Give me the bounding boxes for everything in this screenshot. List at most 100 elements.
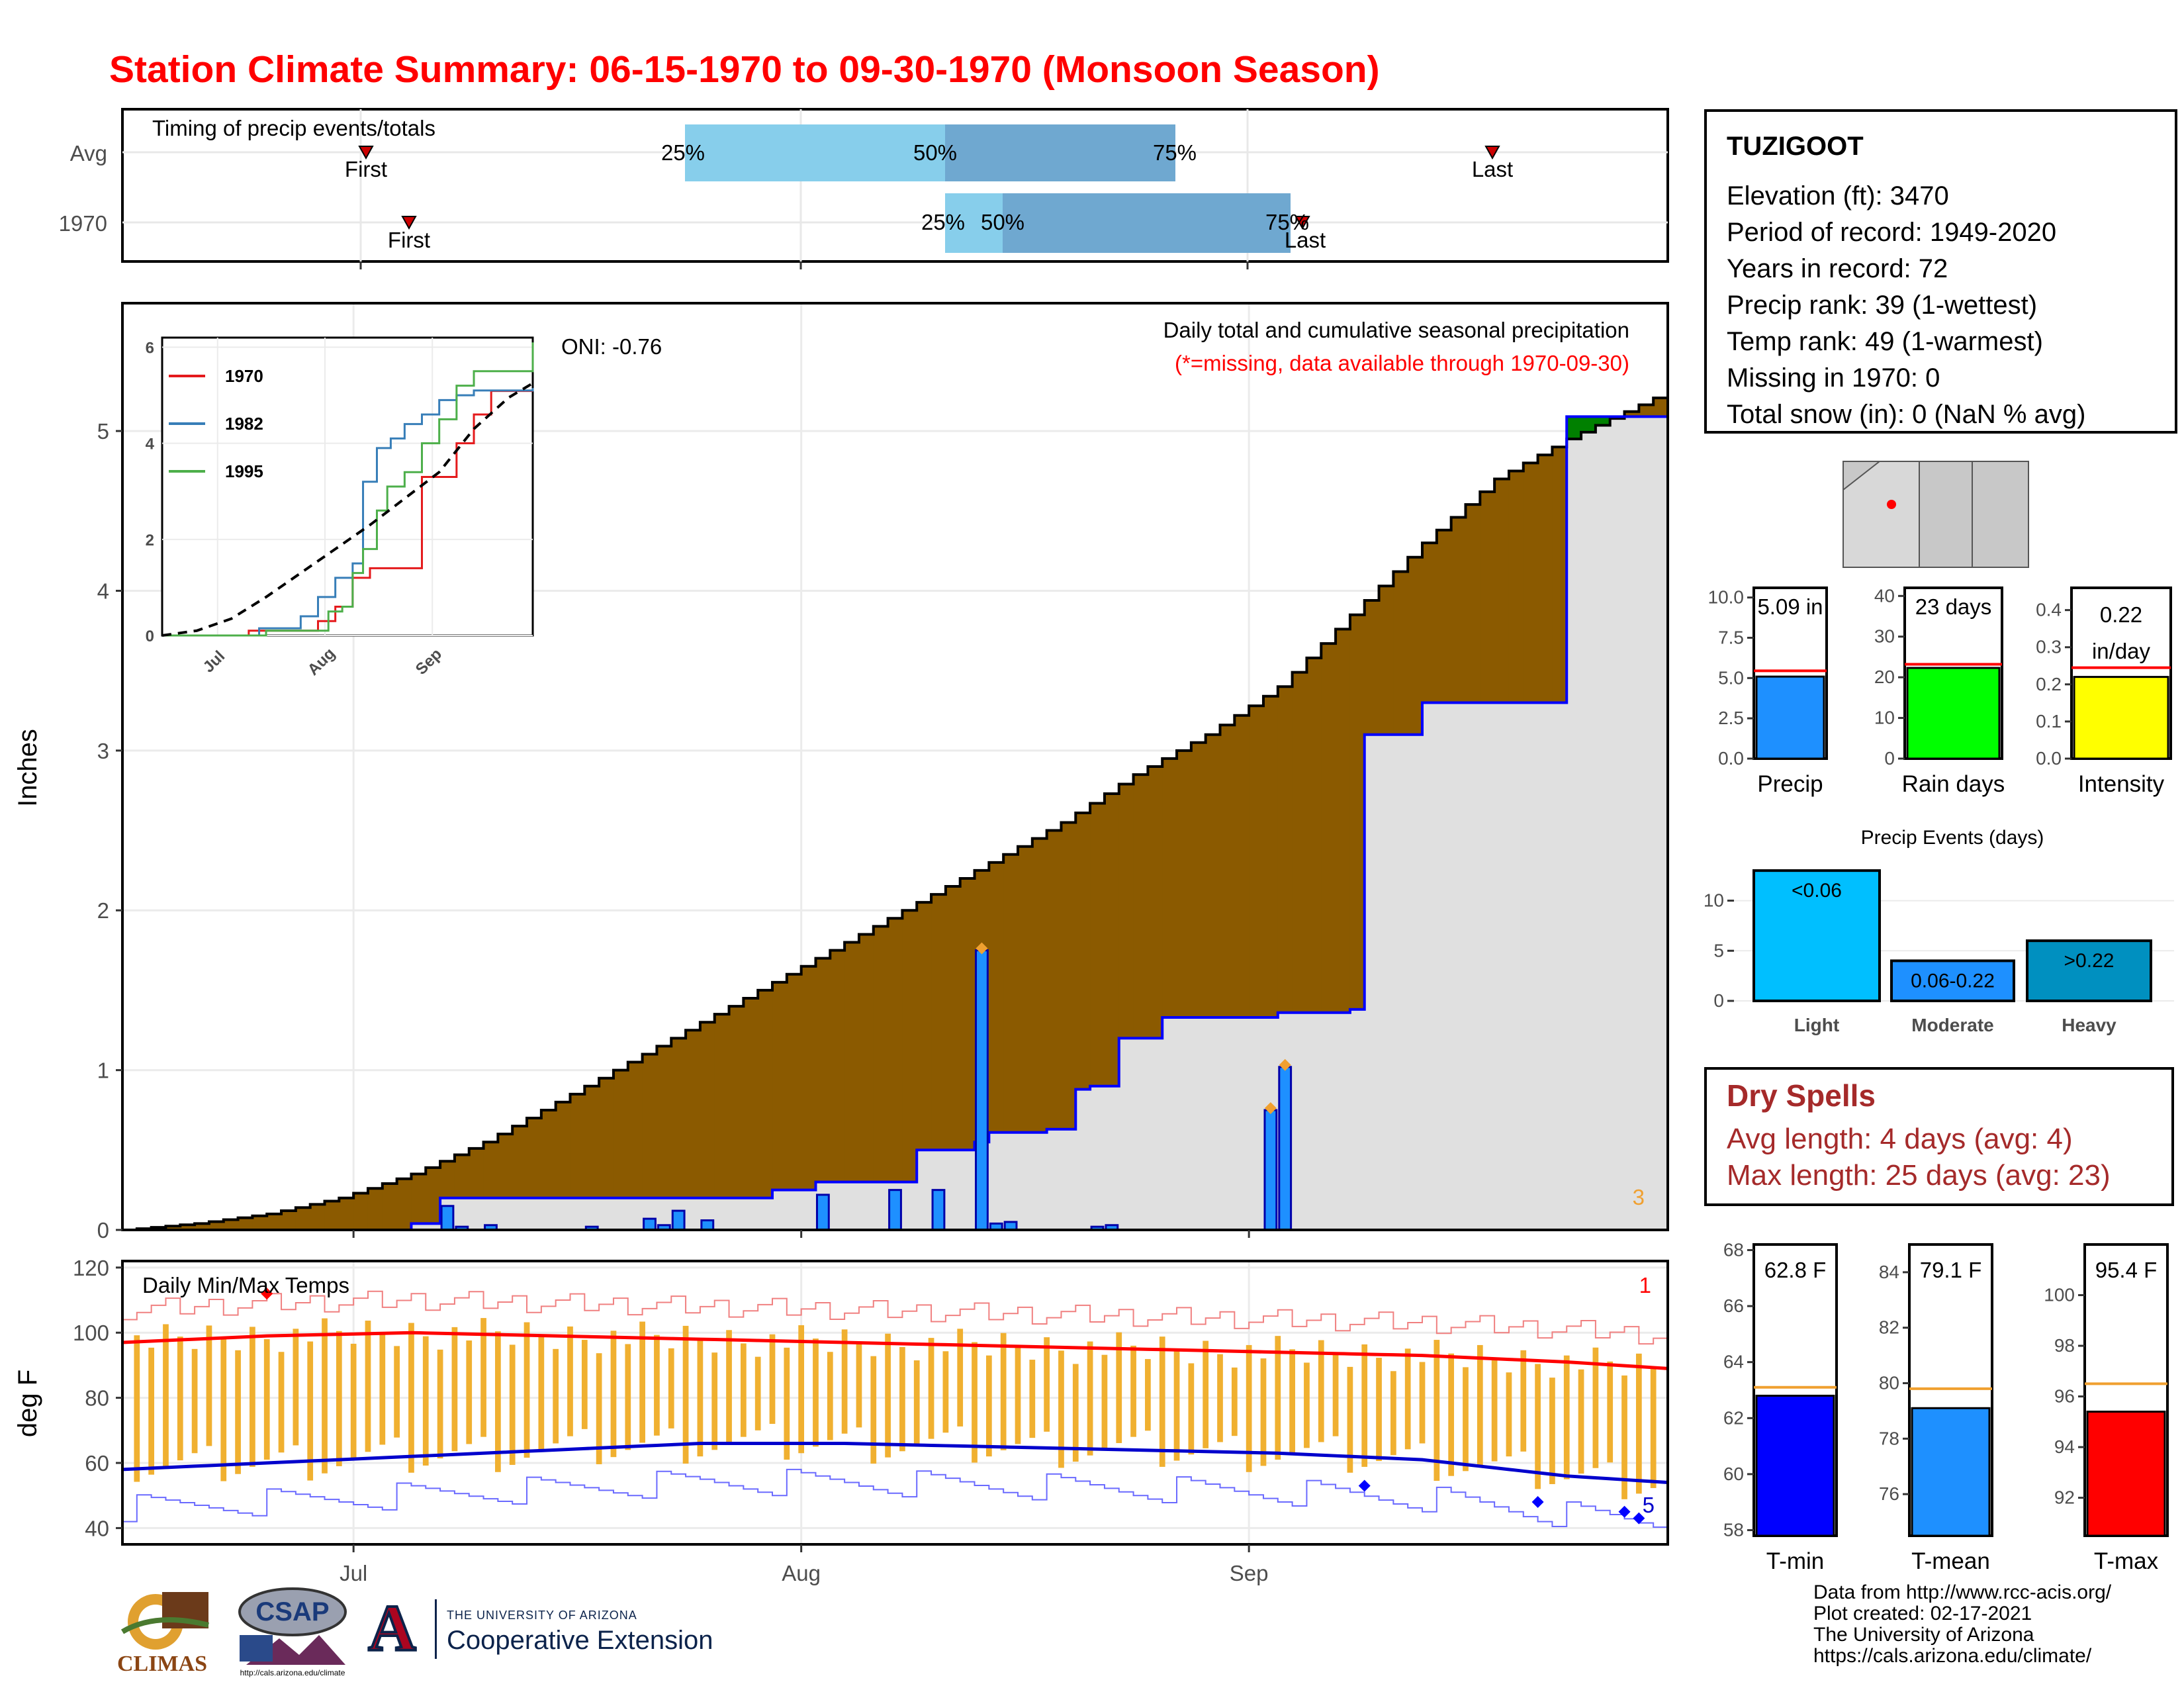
tmean-mini-tick-label: 84 — [1879, 1262, 1899, 1282]
tmax-mini-tick-label: 94 — [2054, 1436, 2075, 1457]
tmax-mini-tick-label: 98 — [2054, 1335, 2075, 1356]
credit-data-source[interactable]: Data from http://www.rcc-acis.org/ — [1813, 1581, 2112, 1603]
main-legend-title: Daily total and cumulative seasonal prec… — [1163, 318, 1629, 342]
climas-logo[interactable]: CLIMAS — [109, 1585, 215, 1678]
ua-divider — [435, 1599, 437, 1659]
events-tick-label: 10 — [1704, 890, 1724, 911]
precip-departure-cell — [1653, 398, 1668, 417]
precip-departure-cell — [1234, 715, 1250, 1017]
tmax-mini-value-bar — [2086, 1411, 2166, 1537]
precip-1970-step-line — [122, 415, 1668, 1231]
precip-departure-cell — [195, 1223, 210, 1230]
daily-temp-bar — [1491, 1358, 1498, 1462]
csap-logo[interactable]: CSAP http://cals.arizona.edu/climate — [233, 1585, 352, 1681]
precip-departure-cell — [1277, 686, 1293, 1013]
temp-xtick-label: Sep — [1230, 1561, 1269, 1585]
inset-series-line — [162, 342, 534, 637]
timing-year-last-marker — [1295, 216, 1310, 230]
temp-corner-top: 1 — [1639, 1273, 1651, 1297]
precip-departure-cell — [931, 894, 946, 1150]
precip-departure-cell — [902, 910, 917, 1182]
tmax-avg-line — [122, 1331, 1668, 1370]
precip-departure-cell — [1306, 657, 1322, 1013]
precip-departure-cell — [1017, 846, 1033, 1133]
event-bar-label: 0.06-0.22 — [1911, 970, 1995, 992]
daily-temp-bar — [1433, 1340, 1440, 1481]
daily-temp-bar — [1318, 1340, 1324, 1442]
timing-avg-q25: 25% — [661, 140, 705, 165]
precip-departure-cell — [570, 1094, 585, 1198]
temp-ylabel: deg F — [13, 1370, 42, 1437]
precip-departure-cell — [801, 966, 816, 1190]
raindays-mini-value-label: 23 days — [1915, 594, 1992, 619]
record-low-marker — [1358, 1479, 1371, 1492]
inset-frame — [161, 336, 534, 637]
daily-precip-bar — [700, 1219, 715, 1231]
temp-corner-bottom: 5 — [1643, 1493, 1655, 1517]
daily-temp-bar — [870, 1356, 877, 1464]
record-high-line — [122, 1290, 1668, 1345]
precip-departure-cell — [1090, 803, 1105, 1086]
daily-temp-bar — [1087, 1341, 1093, 1456]
timing-year-first-marker — [401, 216, 417, 230]
timing-year-q50-75 — [1003, 193, 1291, 253]
event-bar-heavy — [2026, 939, 2152, 1002]
precip-departure-cell — [180, 1225, 195, 1230]
daily-precip-max-marker — [976, 942, 988, 955]
daily-precip-bar — [815, 1194, 830, 1231]
precip-departure-cell — [815, 958, 831, 1182]
event-cat-label: Moderate — [1911, 1015, 1993, 1035]
daily-temp-bar — [553, 1348, 559, 1444]
daily-temp-bar — [263, 1339, 270, 1460]
precip-departure-cell — [657, 1046, 672, 1198]
daily-temp-bar — [682, 1325, 689, 1464]
precip-departure-cell — [252, 1215, 267, 1230]
daily-temp-bar — [1173, 1350, 1180, 1461]
tmin-mini-tick-label: 68 — [1723, 1239, 1744, 1260]
daily-temp-bar — [1463, 1367, 1469, 1472]
ua-a-icon: A — [367, 1591, 417, 1665]
inset-ytick-label: 2 — [146, 532, 154, 549]
precip-departure-cell — [165, 1226, 181, 1230]
main-ytick-label: 2 — [97, 898, 109, 923]
credit-url[interactable]: https://cals.arizona.edu/climate/ — [1813, 1645, 2092, 1667]
daily-temp-bar — [1477, 1344, 1483, 1466]
temp-ytick-label: 100 — [73, 1321, 109, 1345]
inset-series-line — [162, 390, 533, 637]
climas-logo-text: CLIMAS — [116, 1652, 208, 1676]
precip-departure-cell — [1061, 822, 1076, 1129]
precip-departure-cell — [917, 902, 932, 1150]
daily-temp-bar — [1563, 1355, 1570, 1479]
daily-temp-bar — [1000, 1333, 1007, 1450]
daily-precip-max-marker — [1279, 1058, 1291, 1071]
raindays-mini-tick-label: 20 — [1874, 667, 1895, 687]
precip-departure-cell — [1408, 557, 1423, 735]
daily-temp-bar — [1203, 1340, 1209, 1448]
daily-precip-bar — [975, 949, 989, 1231]
daily-temp-bar — [422, 1336, 429, 1466]
raindays-mini-tick-label: 0 — [1884, 748, 1895, 769]
precip-departure-cell — [498, 1134, 513, 1198]
timing-avg-first-marker — [358, 146, 374, 160]
ua-extension-logo[interactable]: A THE UNIVERSITY OF ARIZONA Cooperative … — [361, 1591, 745, 1668]
inset-ytick-label: 0 — [146, 628, 154, 645]
daily-temp-bar — [206, 1325, 212, 1446]
daily-precip-bar — [931, 1189, 946, 1231]
tmean-mini-value-bar — [1911, 1407, 1991, 1537]
daily-temp-bar — [235, 1350, 241, 1474]
precip-mini-tick-label: 10.0 — [1708, 587, 1745, 608]
timing-avg-last-marker — [1484, 146, 1500, 160]
daily-temp-bar — [1361, 1344, 1368, 1467]
daily-temp-bar — [1116, 1332, 1122, 1444]
daily-temp-bar — [827, 1352, 833, 1440]
daily-temp-bar — [639, 1321, 645, 1443]
precip-departure-cell — [989, 862, 1004, 1133]
precip-departure-cell — [1191, 742, 1206, 1017]
daily-temp-bar — [885, 1333, 891, 1458]
daily-precip-bar — [440, 1205, 455, 1231]
precip-departure-cell — [1494, 479, 1510, 703]
tmin-mini-tick-label: 60 — [1723, 1464, 1744, 1484]
precip-departure-cell — [1263, 696, 1279, 1017]
precip-mini-tick-label: 0.0 — [1718, 748, 1744, 769]
precip-departure-cell — [1349, 614, 1365, 1009]
